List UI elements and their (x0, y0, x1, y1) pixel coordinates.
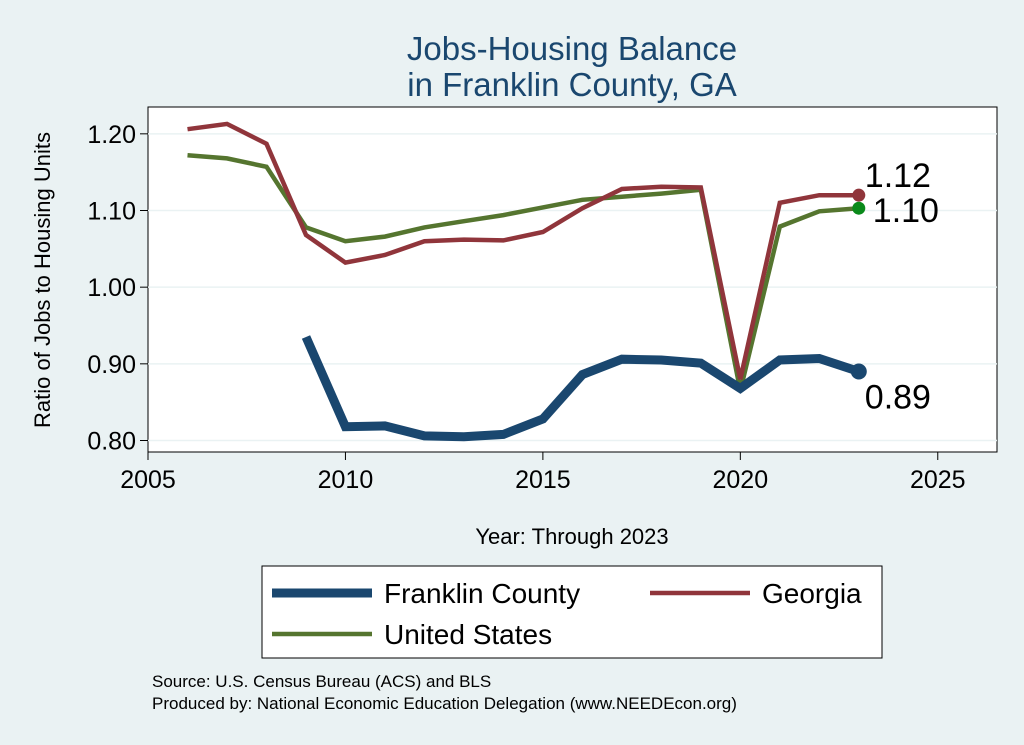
x-axis-title: Year: Through 2023 (475, 524, 668, 549)
y-tick-label: 0.80 (87, 428, 136, 456)
y-tick-label: 1.00 (87, 274, 136, 302)
grid-lines (148, 133, 997, 442)
x-tick-label: 2005 (120, 466, 176, 494)
legend-label: Georgia (762, 578, 862, 609)
chart-title-line-2: in Franklin County, GA (407, 66, 737, 103)
x-axis: 2005 2010 2015 2020 2025 (120, 452, 966, 494)
end-markers: 0.89 1.121.10 (850, 157, 939, 417)
series-lines (187, 121, 861, 442)
end-marker-georgia (852, 188, 866, 202)
end-marker-franklin-county (850, 363, 867, 380)
x-tick-label: 2010 (318, 466, 374, 494)
x-tick-label: 2015 (515, 466, 571, 494)
end-label-united-states: 1.10 (873, 192, 939, 230)
end-label-georgia: 1.12 (865, 157, 931, 195)
x-tick-label: 2020 (713, 466, 769, 494)
legend: Franklin County Georgia United States (272, 578, 862, 650)
series-line-georgia (187, 121, 859, 380)
legend-label: Franklin County (384, 578, 580, 609)
end-marker-united-states (852, 201, 866, 215)
producer-note: Produced by: National Economic Education… (152, 694, 737, 713)
x-tick-label: 2025 (910, 466, 966, 494)
legend-label: United States (384, 619, 552, 650)
y-axis-title: Ratio of Jobs to Housing Units (30, 132, 55, 428)
y-tick-label: 1.10 (87, 198, 136, 226)
source-note: Source: U.S. Census Bureau (ACS) and BLS (152, 672, 491, 691)
series-line-franklin-county (301, 335, 861, 442)
legend-box (261, 565, 883, 659)
chart-title-line-1: Jobs-Housing Balance (407, 30, 737, 67)
y-axis: 0.80 0.90 1.00 1.10 1.20 (87, 121, 148, 456)
end-label-franklin-county: 0.89 (865, 379, 931, 417)
y-tick-label: 1.20 (87, 121, 136, 149)
y-tick-label: 0.90 (87, 351, 136, 379)
plot-area (147, 106, 998, 453)
